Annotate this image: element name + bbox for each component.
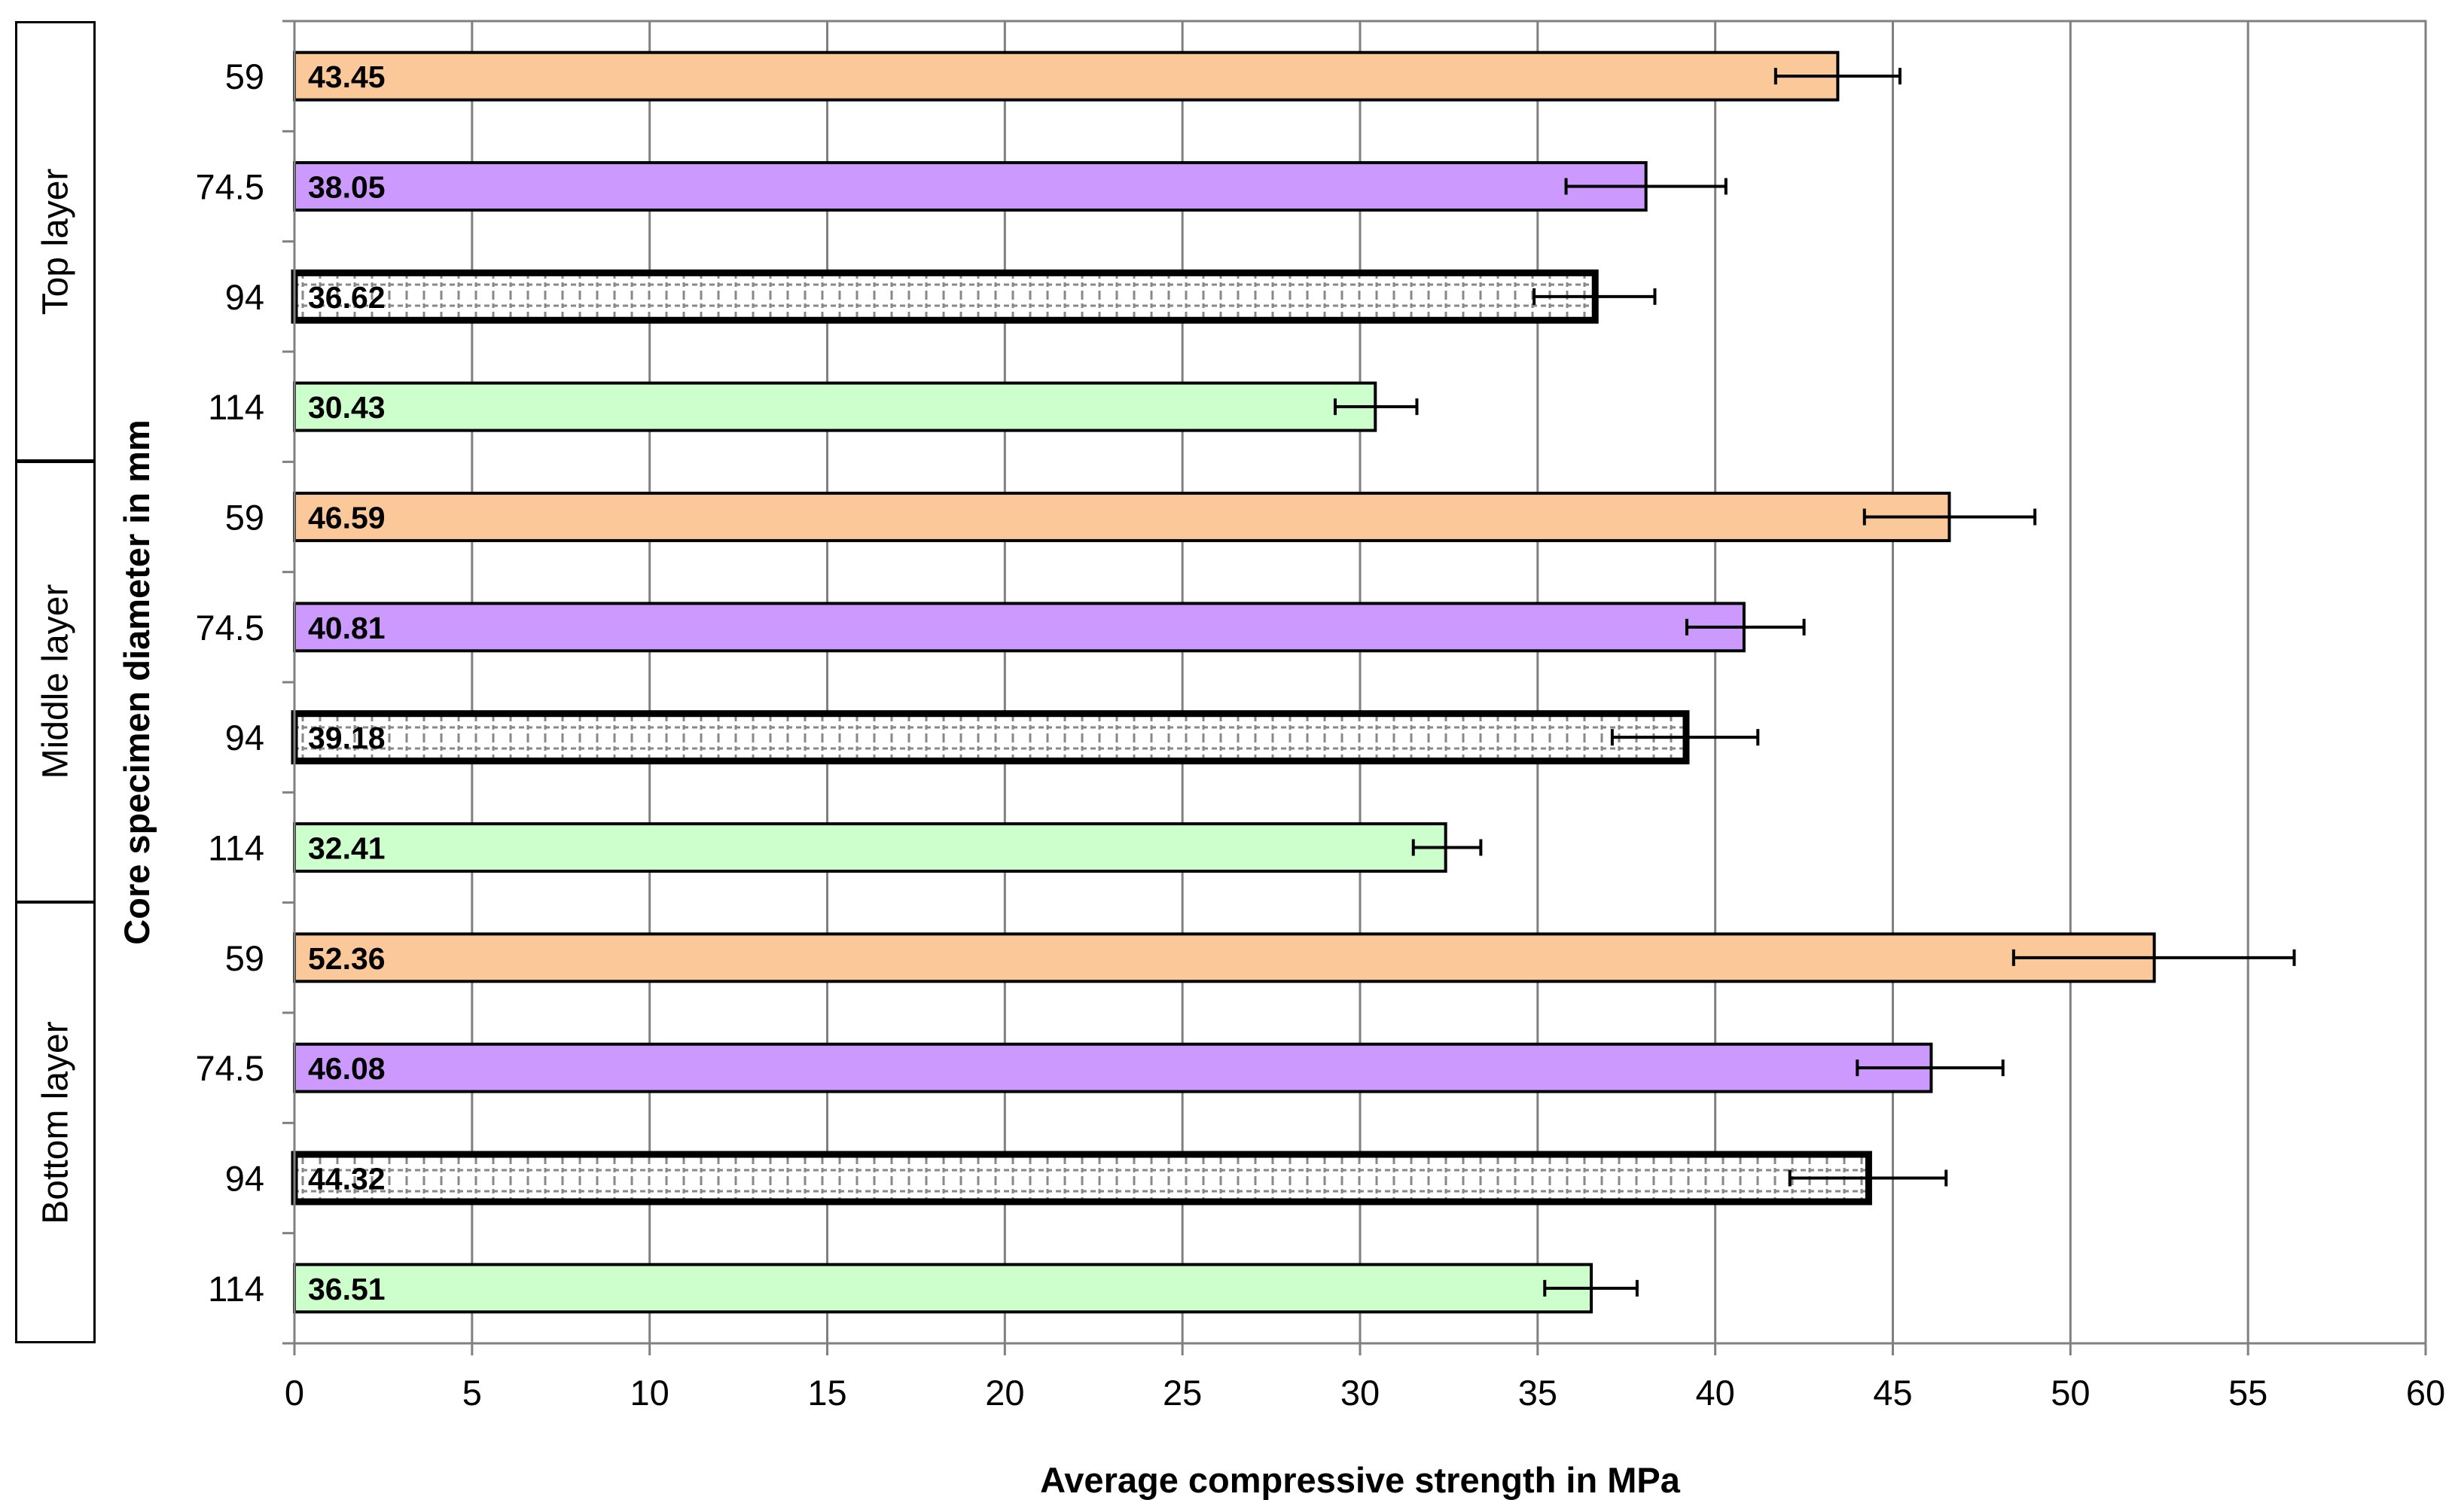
x-tick-label: 35 [1518, 1373, 1557, 1413]
bar [293, 932, 2156, 983]
y-tick-label: 59 [225, 56, 264, 96]
bar-value-label: 46.08 [308, 1051, 386, 1086]
y-tick-label: 74.5 [196, 167, 264, 207]
bar [293, 602, 1746, 653]
y-tick-label: 94 [225, 1159, 264, 1199]
y-tick-label: 94 [225, 718, 264, 758]
x-tick-label: 25 [1163, 1373, 1202, 1413]
group-box: Bottom layer [15, 901, 96, 1343]
bar-value-label: 52.36 [308, 941, 386, 976]
bar [293, 381, 1377, 432]
group-box: Middle layer [15, 460, 96, 903]
x-tick-label: 55 [2228, 1373, 2267, 1413]
bar-value-label: 30.43 [308, 390, 386, 425]
y-tick-label: 94 [225, 277, 264, 317]
group-box: Top layer [15, 21, 96, 462]
y-tick-label: 74.5 [196, 1048, 264, 1088]
gridlines [471, 21, 2427, 1343]
y-tick-label: 59 [225, 498, 264, 538]
group-label: Top layer [35, 168, 75, 316]
bar [293, 492, 1951, 542]
bar-value-label: 43.45 [308, 59, 386, 94]
x-axis-title: Average compressive strength in MPa [1040, 1460, 1681, 1500]
y-tick-label: 114 [208, 828, 264, 868]
x-tick-label: 60 [2406, 1373, 2445, 1413]
x-tick-label: 15 [807, 1373, 846, 1413]
bar-value-label: 39.18 [308, 721, 386, 755]
y-tick-label: 59 [225, 938, 264, 978]
bar [291, 1151, 1872, 1206]
bars: 43.45 38.05 36.62 30.43 46.59 40.81 39.18 32.41… [291, 50, 2296, 1314]
y-axis-title: Core specimen diameter in mm [117, 419, 157, 944]
x-tick-label: 50 [2051, 1373, 2090, 1413]
bar-value-label: 46.59 [308, 501, 386, 535]
x-tick-label: 10 [630, 1373, 669, 1413]
bar-value-label: 36.51 [308, 1272, 386, 1306]
bar [293, 161, 1648, 212]
x-tick-label: 5 [462, 1373, 482, 1413]
bar [291, 269, 1599, 324]
bar [293, 1042, 1933, 1093]
group-label: Middle layer [35, 584, 75, 779]
y-tick-label: 114 [208, 1269, 264, 1309]
bar [293, 1263, 1593, 1314]
axes [282, 20, 296, 1345]
bar [293, 822, 1447, 873]
x-tick-label: 30 [1340, 1373, 1380, 1413]
bar-value-label: 40.81 [308, 611, 386, 645]
x-tick-label: 20 [985, 1373, 1024, 1413]
y-tick-label: 74.5 [196, 608, 264, 648]
bar-value-label: 38.05 [308, 170, 386, 205]
y-tick-label: 114 [208, 387, 264, 427]
x-tick-label: 40 [1696, 1373, 1735, 1413]
x-tick-label: 45 [1873, 1373, 1912, 1413]
bar [291, 710, 1690, 765]
bar [293, 50, 1840, 102]
bar-value-label: 36.62 [308, 280, 386, 315]
ticks: 0 5 10 15 20 25 30 35 40 45 50 55 60 59 74.5 94 114 59 74.… [196, 56, 2446, 1413]
group-label: Bottom layer [35, 1020, 75, 1224]
x-tick-label: 0 [285, 1373, 304, 1413]
bar-value-label: 44.32 [308, 1162, 386, 1196]
bar-value-label: 32.41 [308, 831, 386, 866]
